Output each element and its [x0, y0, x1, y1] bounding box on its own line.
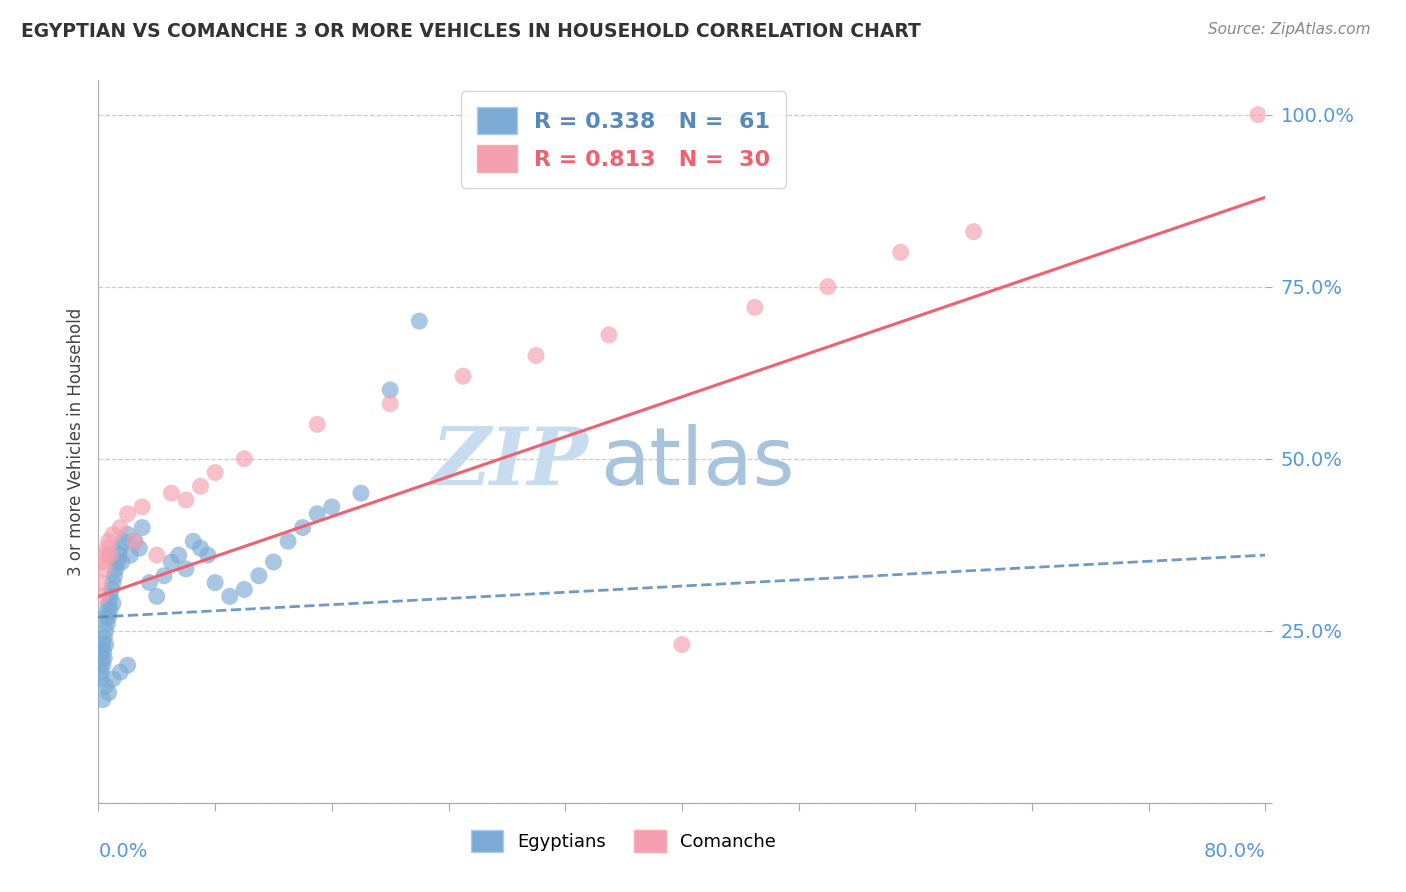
Point: [247, 568, 270, 582]
Point: [124, 534, 146, 549]
Point: [190, 541, 212, 556]
Point: [174, 562, 197, 576]
Point: [174, 493, 197, 508]
Point: [108, 548, 131, 562]
Point: [307, 417, 329, 432]
Point: [96, 616, 118, 631]
Point: [204, 575, 226, 590]
Point: [96, 541, 118, 556]
Text: ZIP: ZIP: [432, 425, 589, 502]
Point: [197, 548, 219, 562]
Point: [110, 541, 132, 556]
Point: [307, 507, 329, 521]
Point: [93, 562, 115, 576]
Point: [167, 548, 190, 562]
Point: [110, 665, 132, 679]
Point: [90, 672, 112, 686]
Point: [94, 610, 117, 624]
Point: [94, 624, 117, 638]
Point: [103, 568, 125, 582]
Point: [817, 279, 839, 293]
Point: [97, 686, 120, 700]
Point: [350, 486, 373, 500]
Point: [93, 651, 115, 665]
Point: [263, 555, 285, 569]
Point: [1247, 108, 1270, 122]
Point: [120, 548, 142, 562]
Text: atlas: atlas: [600, 425, 794, 502]
Point: [110, 520, 132, 534]
Point: [233, 451, 256, 466]
Point: [94, 638, 117, 652]
Point: [101, 672, 124, 686]
Point: [190, 479, 212, 493]
Point: [962, 225, 984, 239]
Point: [451, 369, 474, 384]
Point: [100, 582, 122, 597]
Y-axis label: 3 or more Vehicles in Household: 3 or more Vehicles in Household: [66, 308, 84, 575]
Point: [181, 534, 204, 549]
Text: 80.0%: 80.0%: [1204, 842, 1265, 861]
Point: [90, 590, 112, 604]
Point: [91, 638, 114, 652]
Point: [111, 555, 134, 569]
Point: [89, 575, 111, 590]
Point: [671, 638, 693, 652]
Point: [105, 555, 128, 569]
Point: [218, 590, 240, 604]
Point: [291, 520, 314, 534]
Point: [101, 527, 124, 541]
Point: [160, 555, 183, 569]
Point: [138, 575, 160, 590]
Point: [97, 596, 120, 610]
Point: [101, 575, 124, 590]
Point: [277, 534, 299, 549]
Point: [380, 397, 402, 411]
Point: [94, 679, 117, 693]
Point: [153, 568, 176, 582]
Point: [117, 658, 139, 673]
Point: [93, 644, 115, 658]
Point: [91, 651, 114, 665]
Point: [160, 486, 183, 500]
Point: [890, 245, 912, 260]
Point: [91, 555, 114, 569]
Point: [744, 301, 766, 315]
Point: [321, 500, 343, 514]
Point: [124, 534, 146, 549]
Point: [90, 644, 112, 658]
Point: [89, 658, 111, 673]
Point: [98, 590, 121, 604]
Legend: Egyptians, Comanche: Egyptians, Comanche: [464, 822, 783, 859]
Point: [204, 466, 226, 480]
Point: [98, 548, 121, 562]
Text: 0.0%: 0.0%: [98, 842, 148, 861]
Point: [117, 527, 139, 541]
Point: [598, 327, 620, 342]
Point: [408, 314, 430, 328]
Point: [117, 507, 139, 521]
Point: [146, 548, 169, 562]
Point: [128, 541, 150, 556]
Point: [97, 534, 120, 549]
Point: [131, 500, 153, 514]
Text: EGYPTIAN VS COMANCHE 3 OR MORE VEHICLES IN HOUSEHOLD CORRELATION CHART: EGYPTIAN VS COMANCHE 3 OR MORE VEHICLES …: [21, 22, 921, 41]
Point: [380, 383, 402, 397]
Point: [233, 582, 256, 597]
Point: [131, 520, 153, 534]
Text: Source: ZipAtlas.com: Source: ZipAtlas.com: [1208, 22, 1371, 37]
Point: [93, 631, 115, 645]
Point: [94, 548, 117, 562]
Point: [90, 665, 112, 679]
Point: [524, 349, 547, 363]
Point: [101, 596, 124, 610]
Point: [97, 610, 120, 624]
Point: [96, 603, 118, 617]
Point: [91, 658, 114, 673]
Point: [91, 692, 114, 706]
Point: [146, 590, 169, 604]
Point: [98, 603, 121, 617]
Point: [112, 534, 135, 549]
Point: [104, 562, 127, 576]
